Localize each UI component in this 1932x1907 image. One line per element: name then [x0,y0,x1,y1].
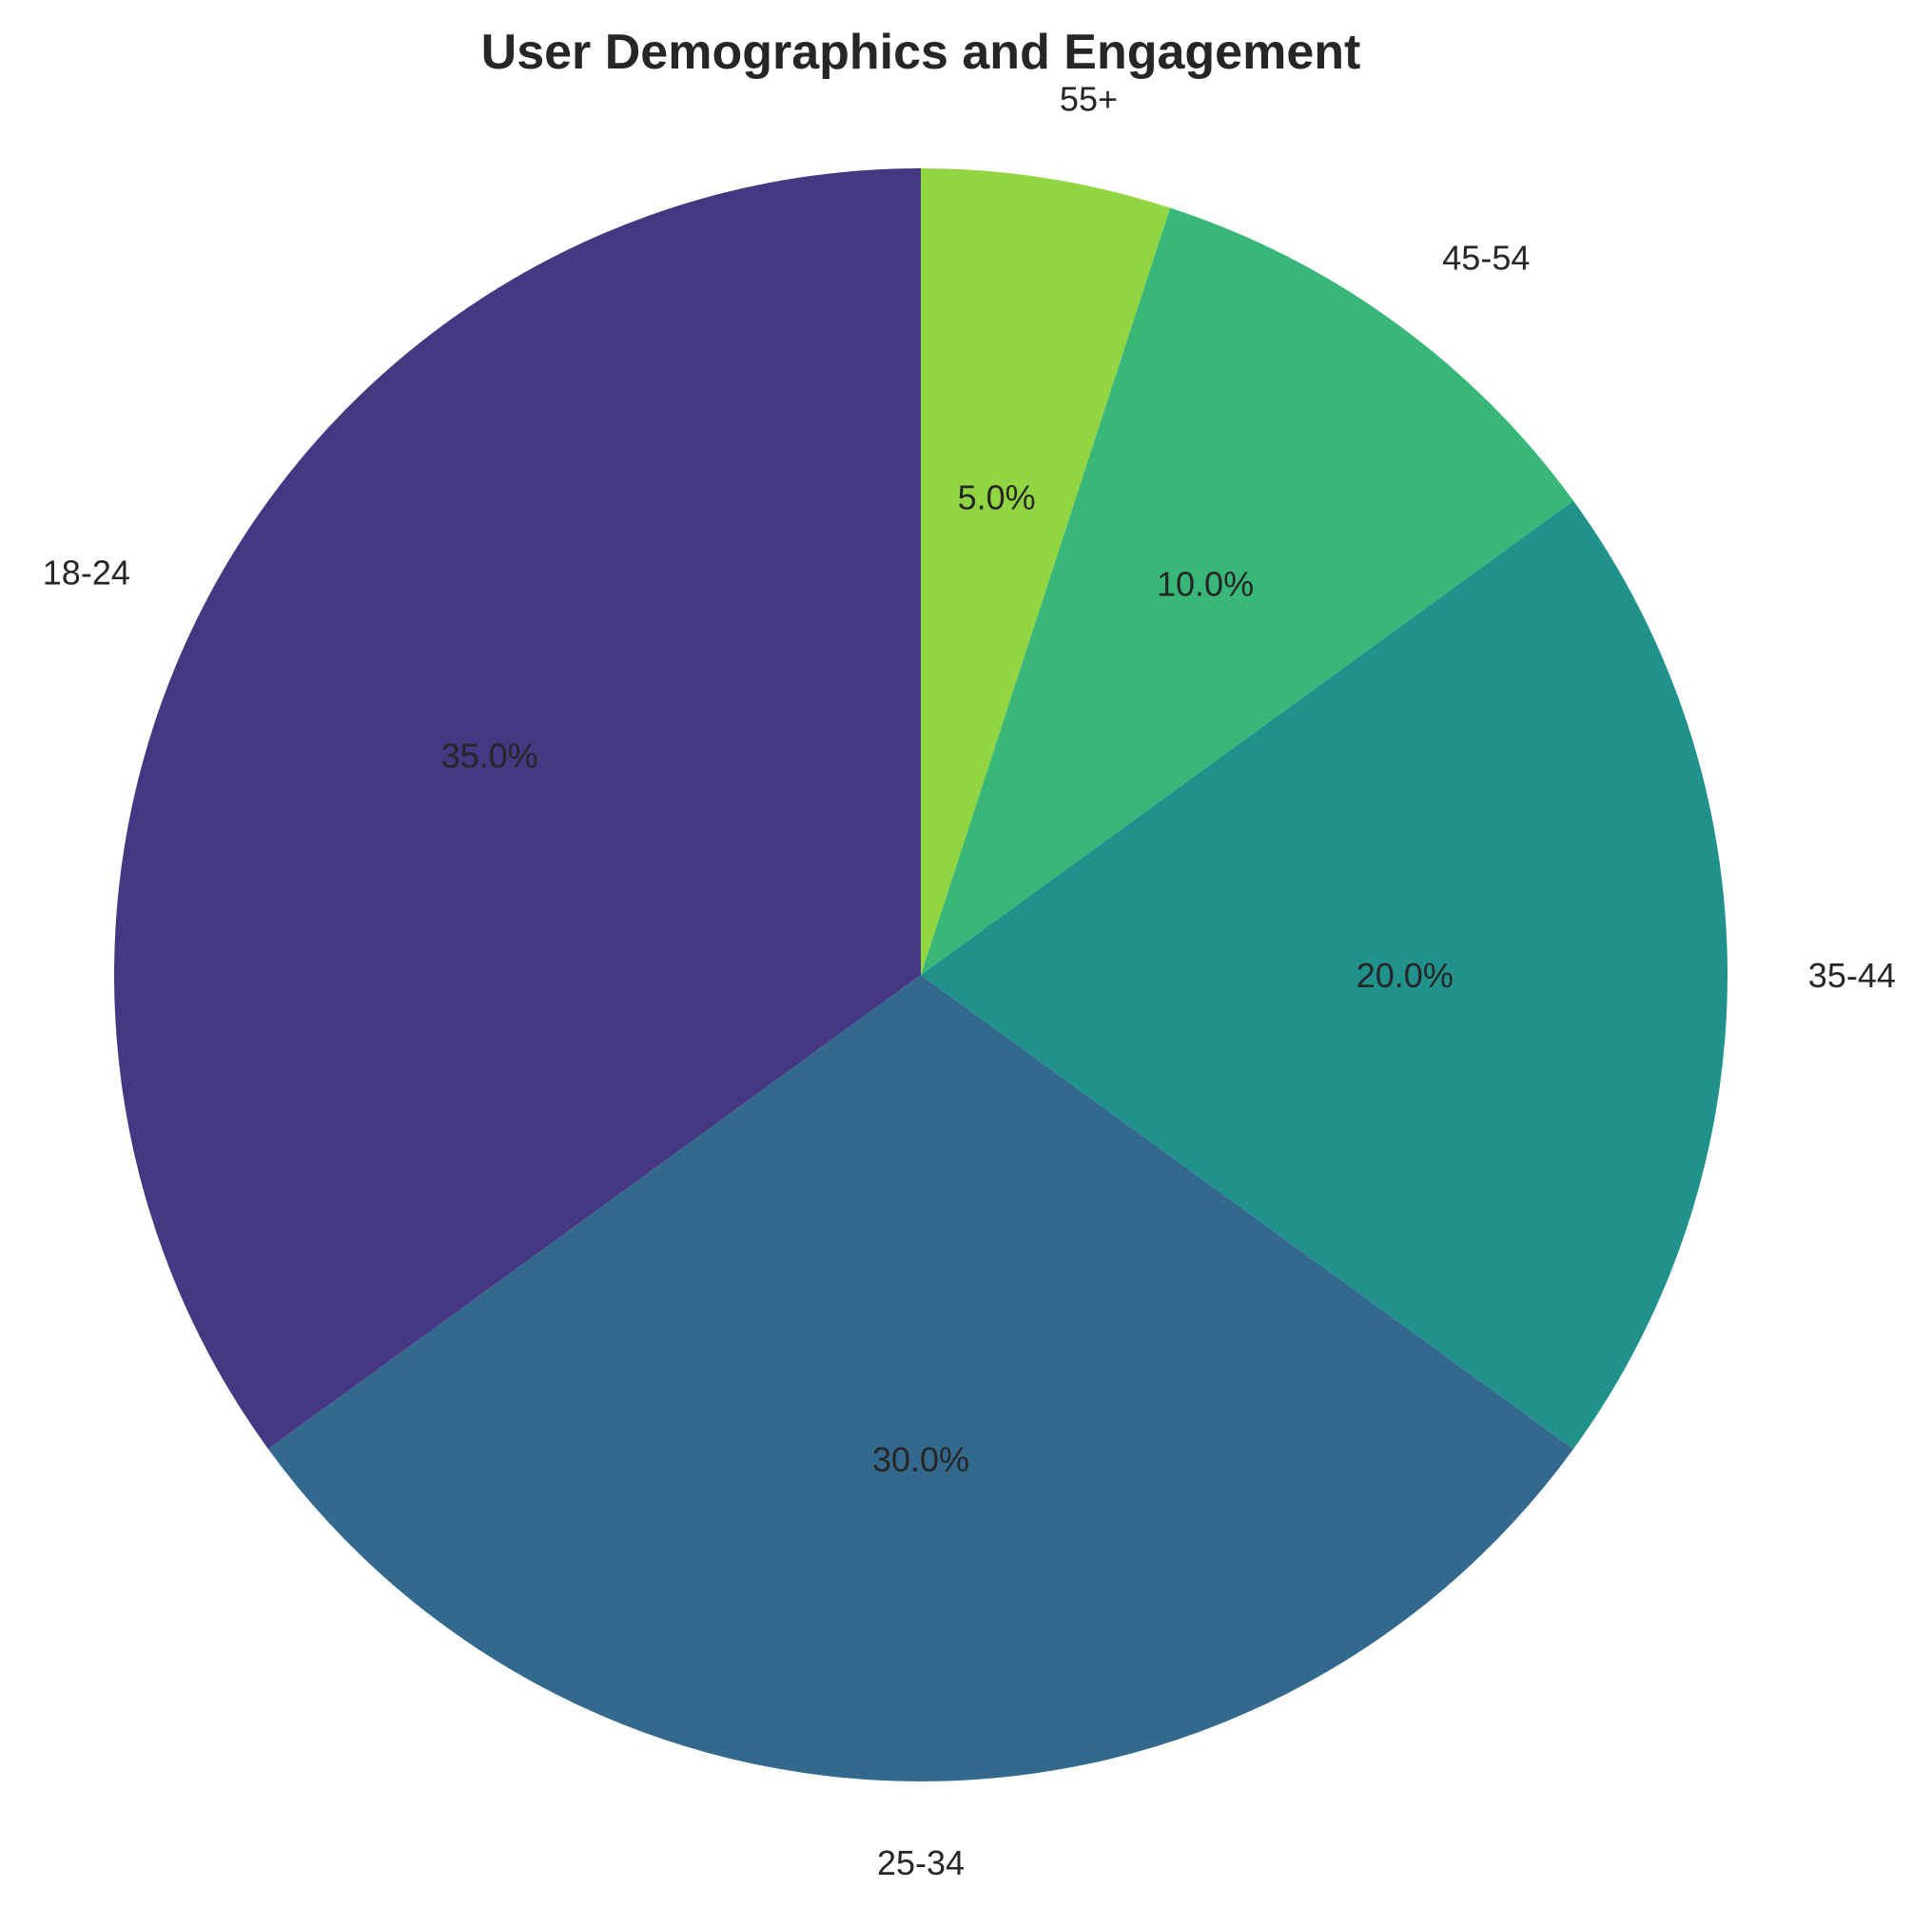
pie-labels: 18-24 35.0% 25-34 30.0% 35-44 20.0% 45-54 10.0%… [43,80,1896,1882]
percent-label-18-24: 35.0% [441,736,538,775]
slice-label-25-34: 25-34 [877,1843,965,1882]
pie-slice-25-34 [267,975,1574,1781]
slice-label-55+: 55+ [1060,80,1118,119]
pie-slice-35-44 [921,500,1727,1450]
slice-label-45-54: 45-54 [1442,238,1530,277]
percent-label-25-34: 30.0% [872,1440,969,1479]
percent-label-55+: 5.0% [958,477,1036,516]
percent-label-35-44: 20.0% [1356,956,1454,995]
slice-label-18-24: 18-24 [43,554,130,593]
chart-title: User Demographics and Engagement [481,25,1361,80]
percent-label-45-54: 10.0% [1157,564,1254,603]
pie-slice-45-54 [921,207,1574,975]
pie-slice-55+ [921,168,1171,975]
pie-slices [114,168,1727,1781]
slice-label-35-44: 35-44 [1808,956,1896,995]
pie-slice-18-24 [114,168,921,1450]
